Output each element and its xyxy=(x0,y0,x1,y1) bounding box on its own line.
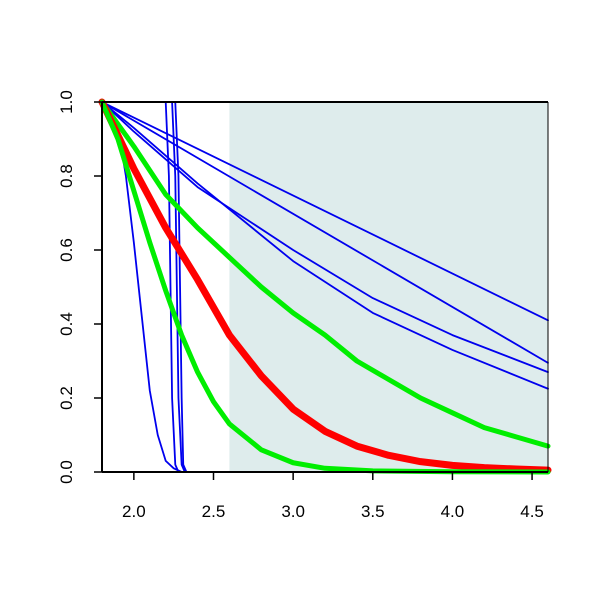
y-tick-label-1: 0.0 xyxy=(57,460,76,484)
x-tick-label-2: 2.5 xyxy=(202,502,226,521)
series-line-10 xyxy=(98,98,552,474)
y-axis: 0.0 0.2 0.4 0.6 0.8 1.0 xyxy=(57,90,102,484)
y-tick-label-4: 0.6 xyxy=(57,238,76,262)
series-line-11 xyxy=(99,99,551,475)
x-tick-label-1: 2.0 xyxy=(122,502,146,521)
series-line-9 xyxy=(99,99,551,449)
x-axis: 2.0 2.5 3.0 3.5 4.0 4.5 xyxy=(122,472,544,521)
axes-layer xyxy=(101,101,549,473)
y-tick-label-2: 0.2 xyxy=(57,386,76,410)
series-line-3 xyxy=(101,101,549,374)
y-tick-label-6: 1.0 xyxy=(57,90,76,114)
x-tick-label-4: 3.5 xyxy=(361,502,385,521)
series-line-7 xyxy=(101,101,549,473)
x-tick-label-3: 3.0 xyxy=(281,502,305,521)
series-line-4 xyxy=(101,101,549,390)
x-tick-label-5: 4.0 xyxy=(441,502,465,521)
shaded-region xyxy=(229,102,548,472)
series-layer xyxy=(98,98,552,475)
y-tick-label-3: 0.4 xyxy=(57,312,76,336)
y-tick-label-5: 0.8 xyxy=(57,164,76,188)
x-tick-label-6: 4.5 xyxy=(520,502,544,521)
series-line-6 xyxy=(101,101,549,473)
